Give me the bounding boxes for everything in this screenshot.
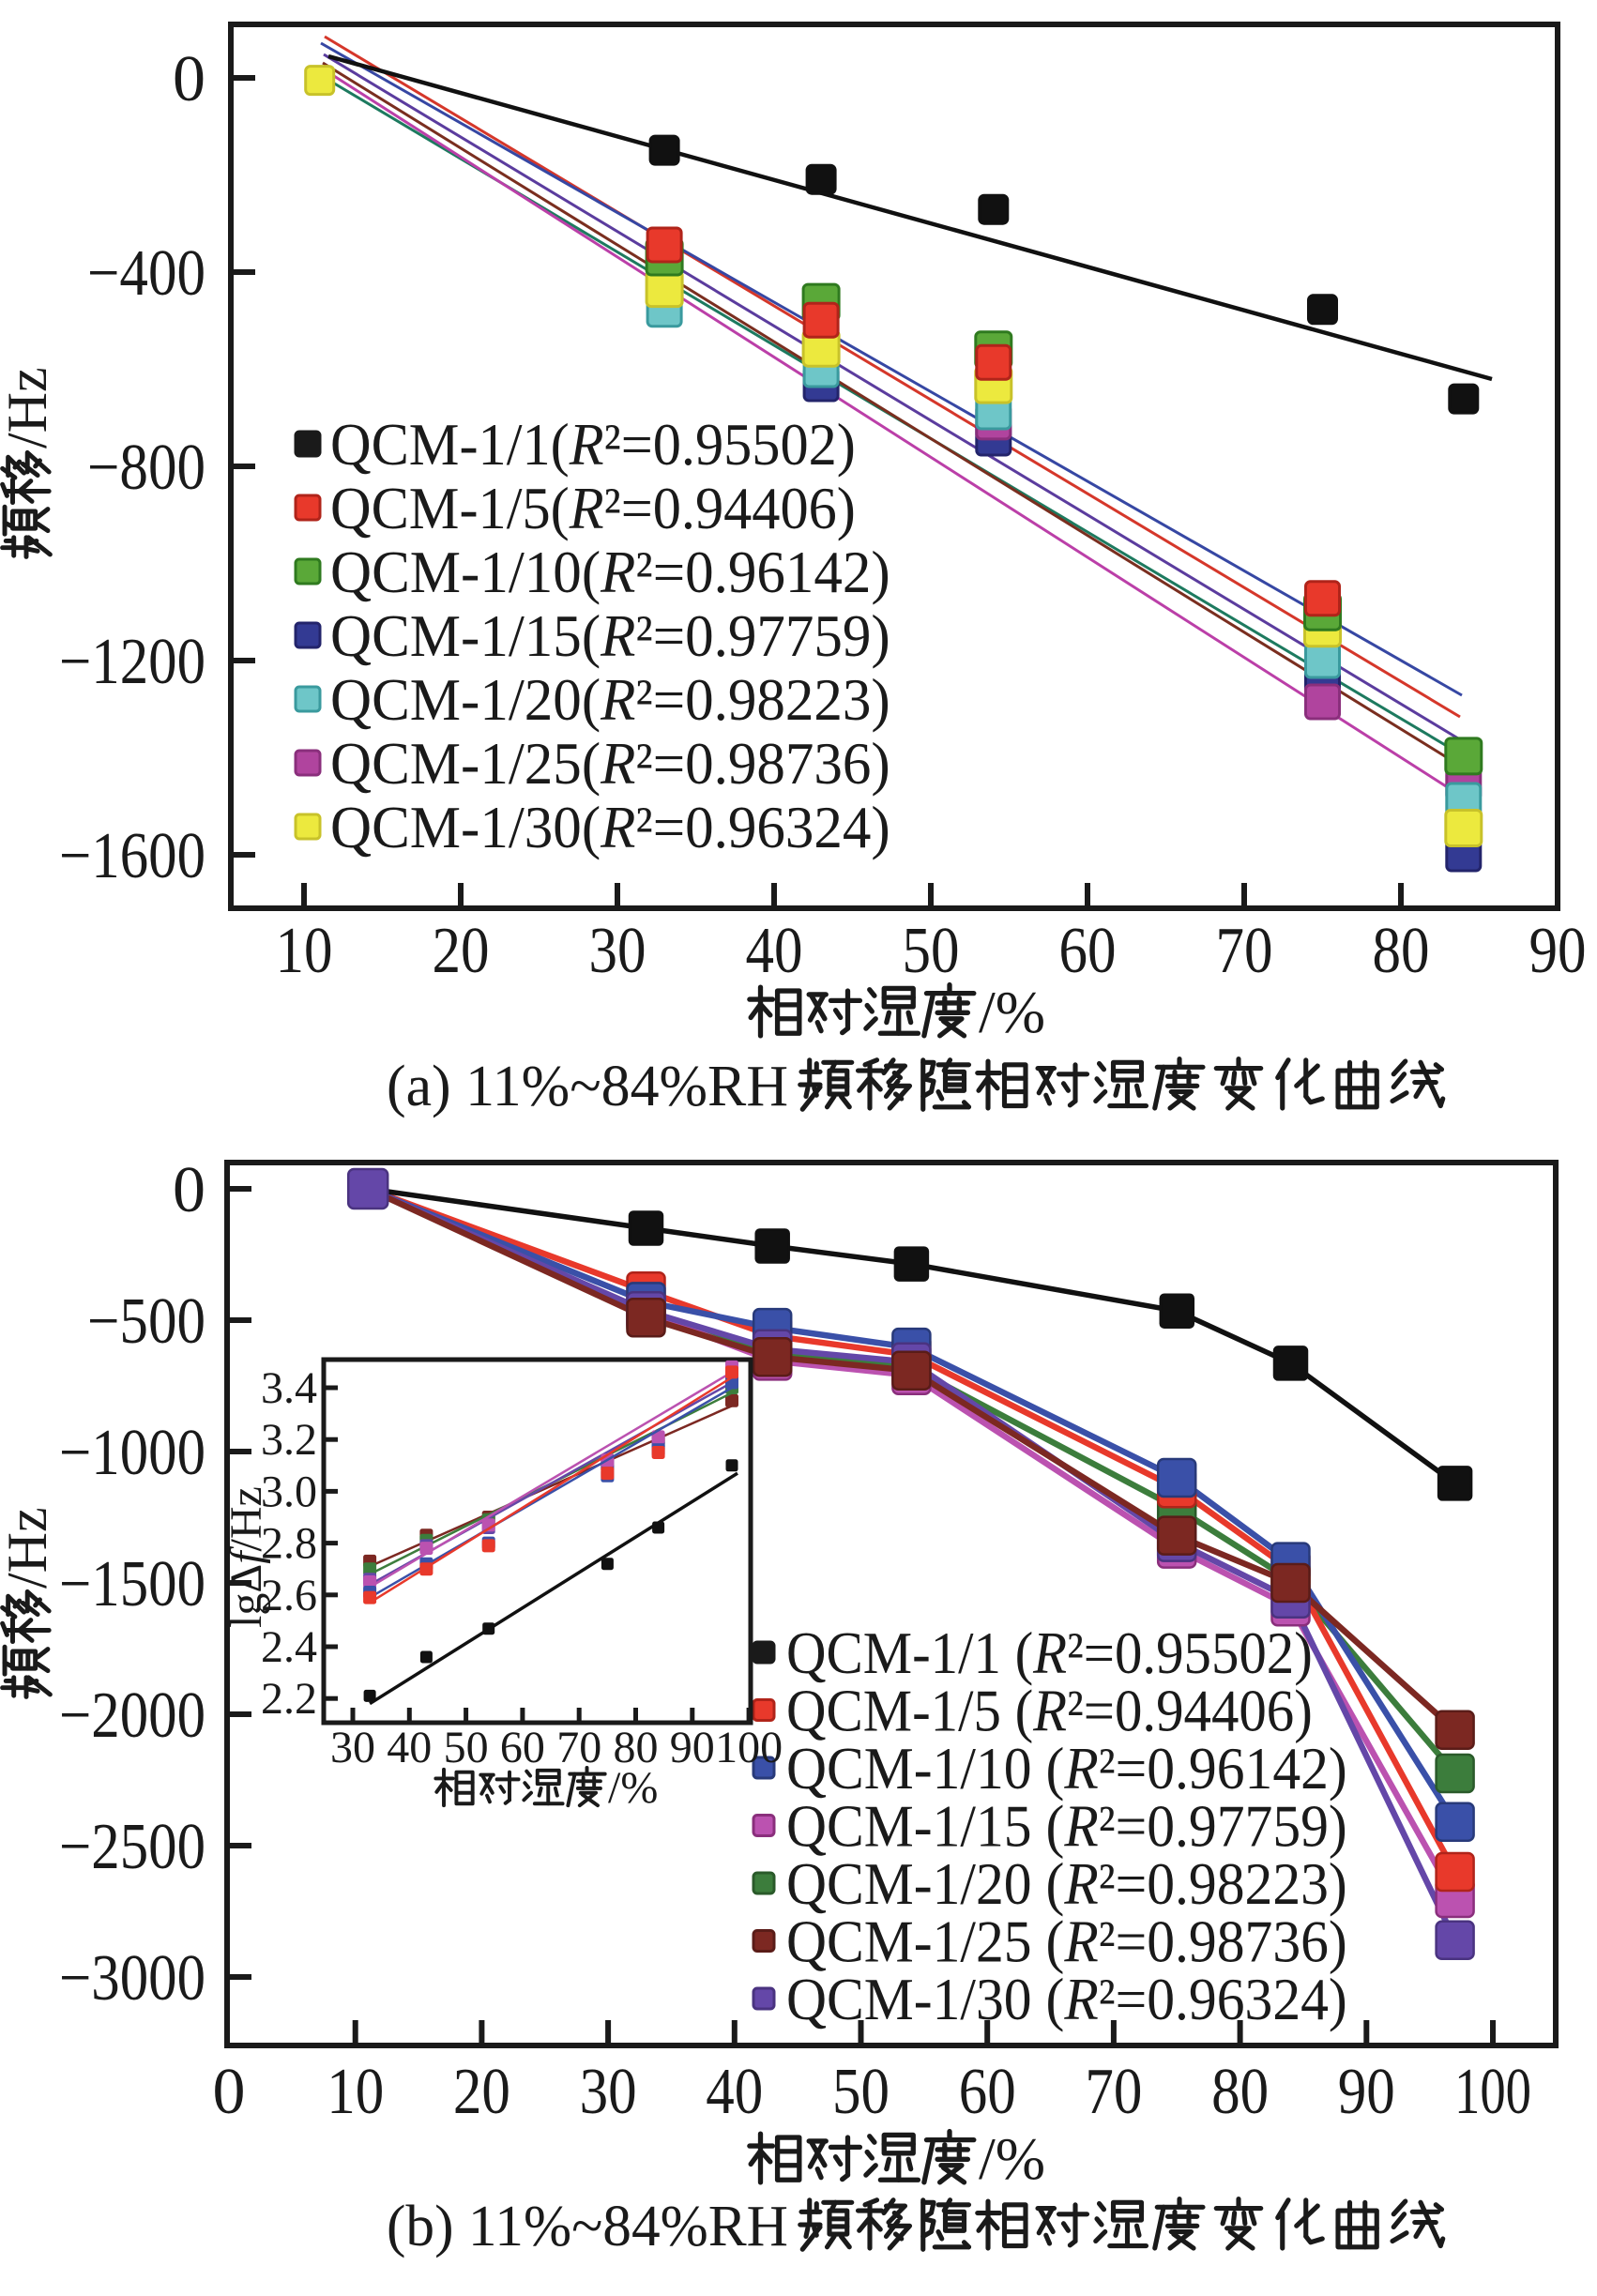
svg-text:30: 30 — [580, 2056, 637, 2128]
svg-text:3.4: 3.4 — [261, 1363, 317, 1413]
svg-text:−1600: −1600 — [59, 820, 205, 892]
svg-text:−500: −500 — [87, 1285, 205, 1358]
svg-text:80: 80 — [1373, 915, 1430, 987]
svg-text:10: 10 — [327, 2056, 384, 2128]
svg-text:60: 60 — [959, 2056, 1016, 2128]
svg-text:20: 20 — [433, 915, 490, 987]
svg-text:3.2: 3.2 — [261, 1415, 317, 1465]
svg-text:70: 70 — [556, 1723, 601, 1772]
svg-text:−800: −800 — [87, 432, 205, 504]
svg-text:QCM-1/10(R²=0.96142): QCM-1/10(R²=0.96142) — [330, 539, 890, 606]
svg-text:70: 70 — [1085, 2056, 1142, 2128]
svg-text:60: 60 — [500, 1723, 545, 1772]
svg-text:50: 50 — [832, 2056, 890, 2128]
svg-text:70: 70 — [1216, 915, 1273, 987]
svg-text:QCM-1/10 (R²=0.96142): QCM-1/10 (R²=0.96142) — [786, 1736, 1347, 1802]
svg-text:QCM-1/15(R²=0.97759): QCM-1/15(R²=0.97759) — [330, 602, 890, 670]
svg-text:QCM-1/25 (R²=0.98736): QCM-1/25 (R²=0.98736) — [786, 1909, 1347, 1975]
svg-text:lgΔf/Hz: lgΔf/Hz — [221, 1486, 271, 1628]
svg-text:30: 30 — [589, 915, 646, 987]
svg-text:−1000: −1000 — [59, 1417, 205, 1489]
svg-text:/%: /% — [979, 2125, 1045, 2192]
svg-text:QCM-1/5(R²=0.94406): QCM-1/5(R²=0.94406) — [330, 476, 856, 541]
svg-text:90: 90 — [1529, 915, 1587, 987]
svg-text:/%: /% — [979, 979, 1045, 1045]
svg-text:−400: −400 — [87, 237, 205, 310]
svg-text:30: 30 — [330, 1723, 375, 1772]
svg-text:60: 60 — [1059, 915, 1117, 987]
svg-text:80: 80 — [614, 1723, 659, 1772]
svg-text:2.8: 2.8 — [261, 1519, 317, 1569]
svg-text:40: 40 — [387, 1723, 432, 1772]
svg-text:3.0: 3.0 — [261, 1467, 317, 1516]
svg-text:QCM-1/25(R²=0.98736): QCM-1/25(R²=0.98736) — [330, 730, 890, 798]
svg-text:0: 0 — [173, 1154, 205, 1226]
svg-text:−2500: −2500 — [59, 1811, 205, 1883]
svg-text:QCM-1/20 (R²=0.98223): QCM-1/20 (R²=0.98223) — [786, 1851, 1347, 1917]
svg-text:0: 0 — [213, 2056, 246, 2128]
svg-text:100: 100 — [715, 1723, 783, 1772]
svg-text:2.6: 2.6 — [261, 1571, 317, 1620]
svg-text:0: 0 — [173, 43, 205, 115]
svg-text:−1500: −1500 — [59, 1548, 205, 1620]
svg-text:QCM-1/15 (R²=0.97759): QCM-1/15 (R²=0.97759) — [786, 1794, 1347, 1860]
svg-text:90: 90 — [670, 1723, 715, 1772]
svg-text:2.4: 2.4 — [261, 1622, 317, 1672]
svg-text:100: 100 — [1454, 2056, 1531, 2128]
svg-text:20: 20 — [453, 2056, 510, 2128]
svg-text:/%: /% — [608, 1763, 658, 1813]
svg-text:−3000: −3000 — [59, 1942, 205, 2015]
svg-text:QCM-1/1(R²=0.95502): QCM-1/1(R²=0.95502) — [330, 412, 856, 478]
svg-text:(b) 11%~84%RH: (b) 11%~84%RH — [387, 2195, 788, 2258]
svg-text:50: 50 — [444, 1723, 489, 1772]
svg-text:/Hz: /Hz — [0, 1507, 58, 1589]
svg-text:50: 50 — [903, 915, 960, 987]
svg-text:−2000: −2000 — [59, 1680, 205, 1752]
svg-text:QCM-1/30 (R²=0.96324): QCM-1/30 (R²=0.96324) — [786, 1967, 1347, 2032]
svg-text:QCM-1/1 (R²=0.95502): QCM-1/1 (R²=0.95502) — [786, 1620, 1313, 1687]
svg-text:QCM-1/20(R²=0.98223): QCM-1/20(R²=0.98223) — [330, 666, 890, 734]
svg-text:40: 40 — [706, 2056, 763, 2128]
svg-text:QCM-1/5 (R²=0.94406): QCM-1/5 (R²=0.94406) — [786, 1678, 1313, 1744]
svg-text:2.2: 2.2 — [261, 1674, 317, 1724]
svg-text:40: 40 — [746, 915, 803, 987]
svg-text:(a) 11%~84%RH: (a) 11%~84%RH — [387, 1055, 788, 1118]
svg-text:QCM-1/30(R²=0.96324): QCM-1/30(R²=0.96324) — [330, 794, 890, 861]
svg-text:80: 80 — [1211, 2056, 1269, 2128]
svg-text:−1200: −1200 — [59, 626, 205, 698]
svg-text:10: 10 — [276, 915, 333, 987]
svg-text:90: 90 — [1338, 2056, 1395, 2128]
svg-text:/Hz: /Hz — [0, 367, 58, 449]
